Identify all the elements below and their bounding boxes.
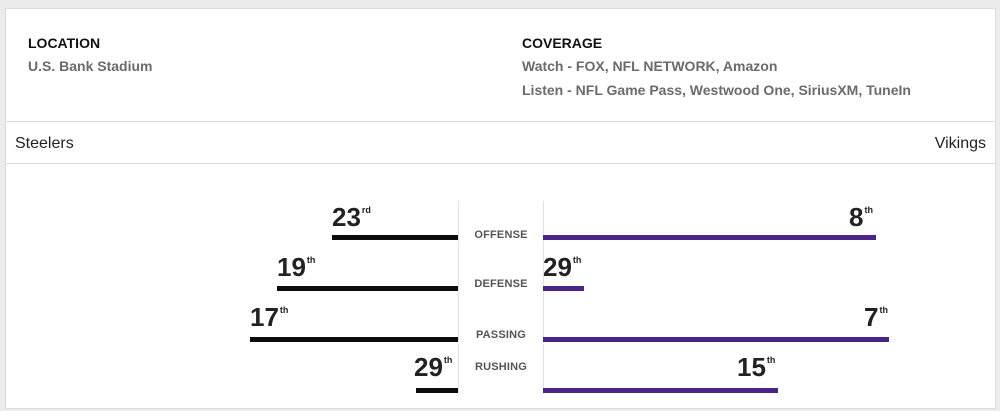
category-label: DEFENSE (474, 278, 528, 290)
matchup-card: LOCATION U.S. Bank Stadium COVERAGE Watc… (5, 8, 996, 409)
team-names-row: Steelers Vikings (6, 122, 995, 164)
vikings-rank: 15th (737, 352, 776, 382)
category-label: PASSING (475, 329, 527, 341)
steelers-rank-bar (416, 388, 458, 393)
vikings-rank-bar (543, 337, 889, 342)
game-info-section: LOCATION U.S. Bank Stadium COVERAGE Watc… (6, 9, 995, 122)
vikings-rank-bar (543, 286, 584, 291)
away-team-name: Steelers (15, 135, 74, 152)
vikings-rank: 8th (849, 202, 873, 232)
stat-row-passing: 17th PASSING 7th (6, 293, 995, 343)
stat-row-defense: 19th DEFENSE 29th (6, 242, 995, 292)
steelers-rank: 17th (250, 302, 289, 332)
category-label: OFFENSE (474, 229, 528, 241)
center-divider (458, 242, 544, 292)
category-label: RUSHING (474, 361, 528, 373)
coverage-listen: Listen - NFL Game Pass, Westwood One, Si… (522, 82, 911, 98)
team-rankings-comparison: 23rd OFFENSE 8th 19th DEFENSE 29th 17th … (6, 164, 995, 408)
vikings-rank-bar (543, 235, 876, 240)
steelers-rank: 19th (277, 252, 316, 282)
steelers-rank-bar (332, 235, 458, 240)
coverage-label: COVERAGE (522, 35, 603, 51)
center-divider (458, 344, 544, 394)
watch-value: - FOX, NFL NETWORK, Amazon (563, 58, 778, 74)
stat-row-offense: 23rd OFFENSE 8th (6, 191, 995, 241)
watch-key: Watch (522, 58, 564, 74)
steelers-rank-bar (277, 286, 458, 291)
home-team-name: Vikings (934, 135, 986, 152)
location-value: U.S. Bank Stadium (28, 58, 153, 74)
location-label: LOCATION (28, 35, 101, 51)
center-divider (458, 293, 544, 343)
steelers-rank-bar (250, 337, 458, 342)
center-divider (458, 201, 544, 241)
steelers-rank: 29th (414, 352, 453, 382)
coverage-watch: Watch - FOX, NFL NETWORK, Amazon (522, 58, 777, 74)
vikings-rank: 7th (864, 302, 888, 332)
steelers-rank: 23rd (332, 202, 371, 232)
listen-value: - NFL Game Pass, Westwood One, SiriusXM,… (563, 82, 911, 98)
vikings-rank: 29th (543, 252, 582, 282)
listen-key: Listen (522, 82, 564, 98)
vikings-rank-bar (543, 388, 778, 393)
stat-row-rushing: 29th RUSHING 15th (6, 344, 995, 394)
